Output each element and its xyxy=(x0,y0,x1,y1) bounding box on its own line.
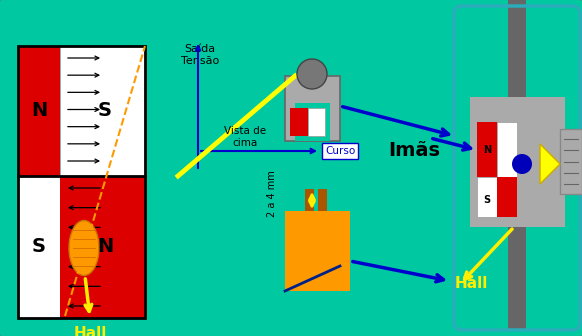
Bar xyxy=(477,177,497,217)
Circle shape xyxy=(512,154,532,174)
Bar xyxy=(295,103,330,141)
Bar xyxy=(285,211,350,291)
Text: Curso: Curso xyxy=(325,146,355,156)
Bar xyxy=(290,108,308,136)
Bar xyxy=(477,122,497,177)
Text: Hall: Hall xyxy=(455,277,488,292)
Bar xyxy=(497,177,517,217)
Bar xyxy=(318,189,327,211)
Bar xyxy=(470,97,565,227)
Bar xyxy=(60,46,145,176)
Text: Imãs: Imãs xyxy=(388,141,440,161)
Bar xyxy=(308,108,325,136)
Text: 2 a 4 mm: 2 a 4 mm xyxy=(267,171,277,217)
Text: N: N xyxy=(97,238,113,256)
Bar xyxy=(285,76,340,141)
Bar xyxy=(60,176,145,318)
Bar xyxy=(560,129,582,194)
Text: S: S xyxy=(484,195,491,205)
Ellipse shape xyxy=(69,220,99,276)
Text: S: S xyxy=(98,101,112,121)
Bar xyxy=(305,189,314,211)
Text: Hall: Hall xyxy=(73,326,107,336)
Bar xyxy=(18,46,145,318)
Text: Saída
Tensão: Saída Tensão xyxy=(181,44,219,67)
Text: N: N xyxy=(483,145,491,155)
Bar xyxy=(18,46,60,176)
Circle shape xyxy=(297,59,327,89)
Text: Vista de
cima: Vista de cima xyxy=(224,126,266,149)
Bar xyxy=(497,122,517,177)
Polygon shape xyxy=(540,144,560,184)
Bar xyxy=(508,0,526,330)
Text: N: N xyxy=(31,101,47,121)
Bar xyxy=(18,176,60,318)
Text: S: S xyxy=(32,238,46,256)
